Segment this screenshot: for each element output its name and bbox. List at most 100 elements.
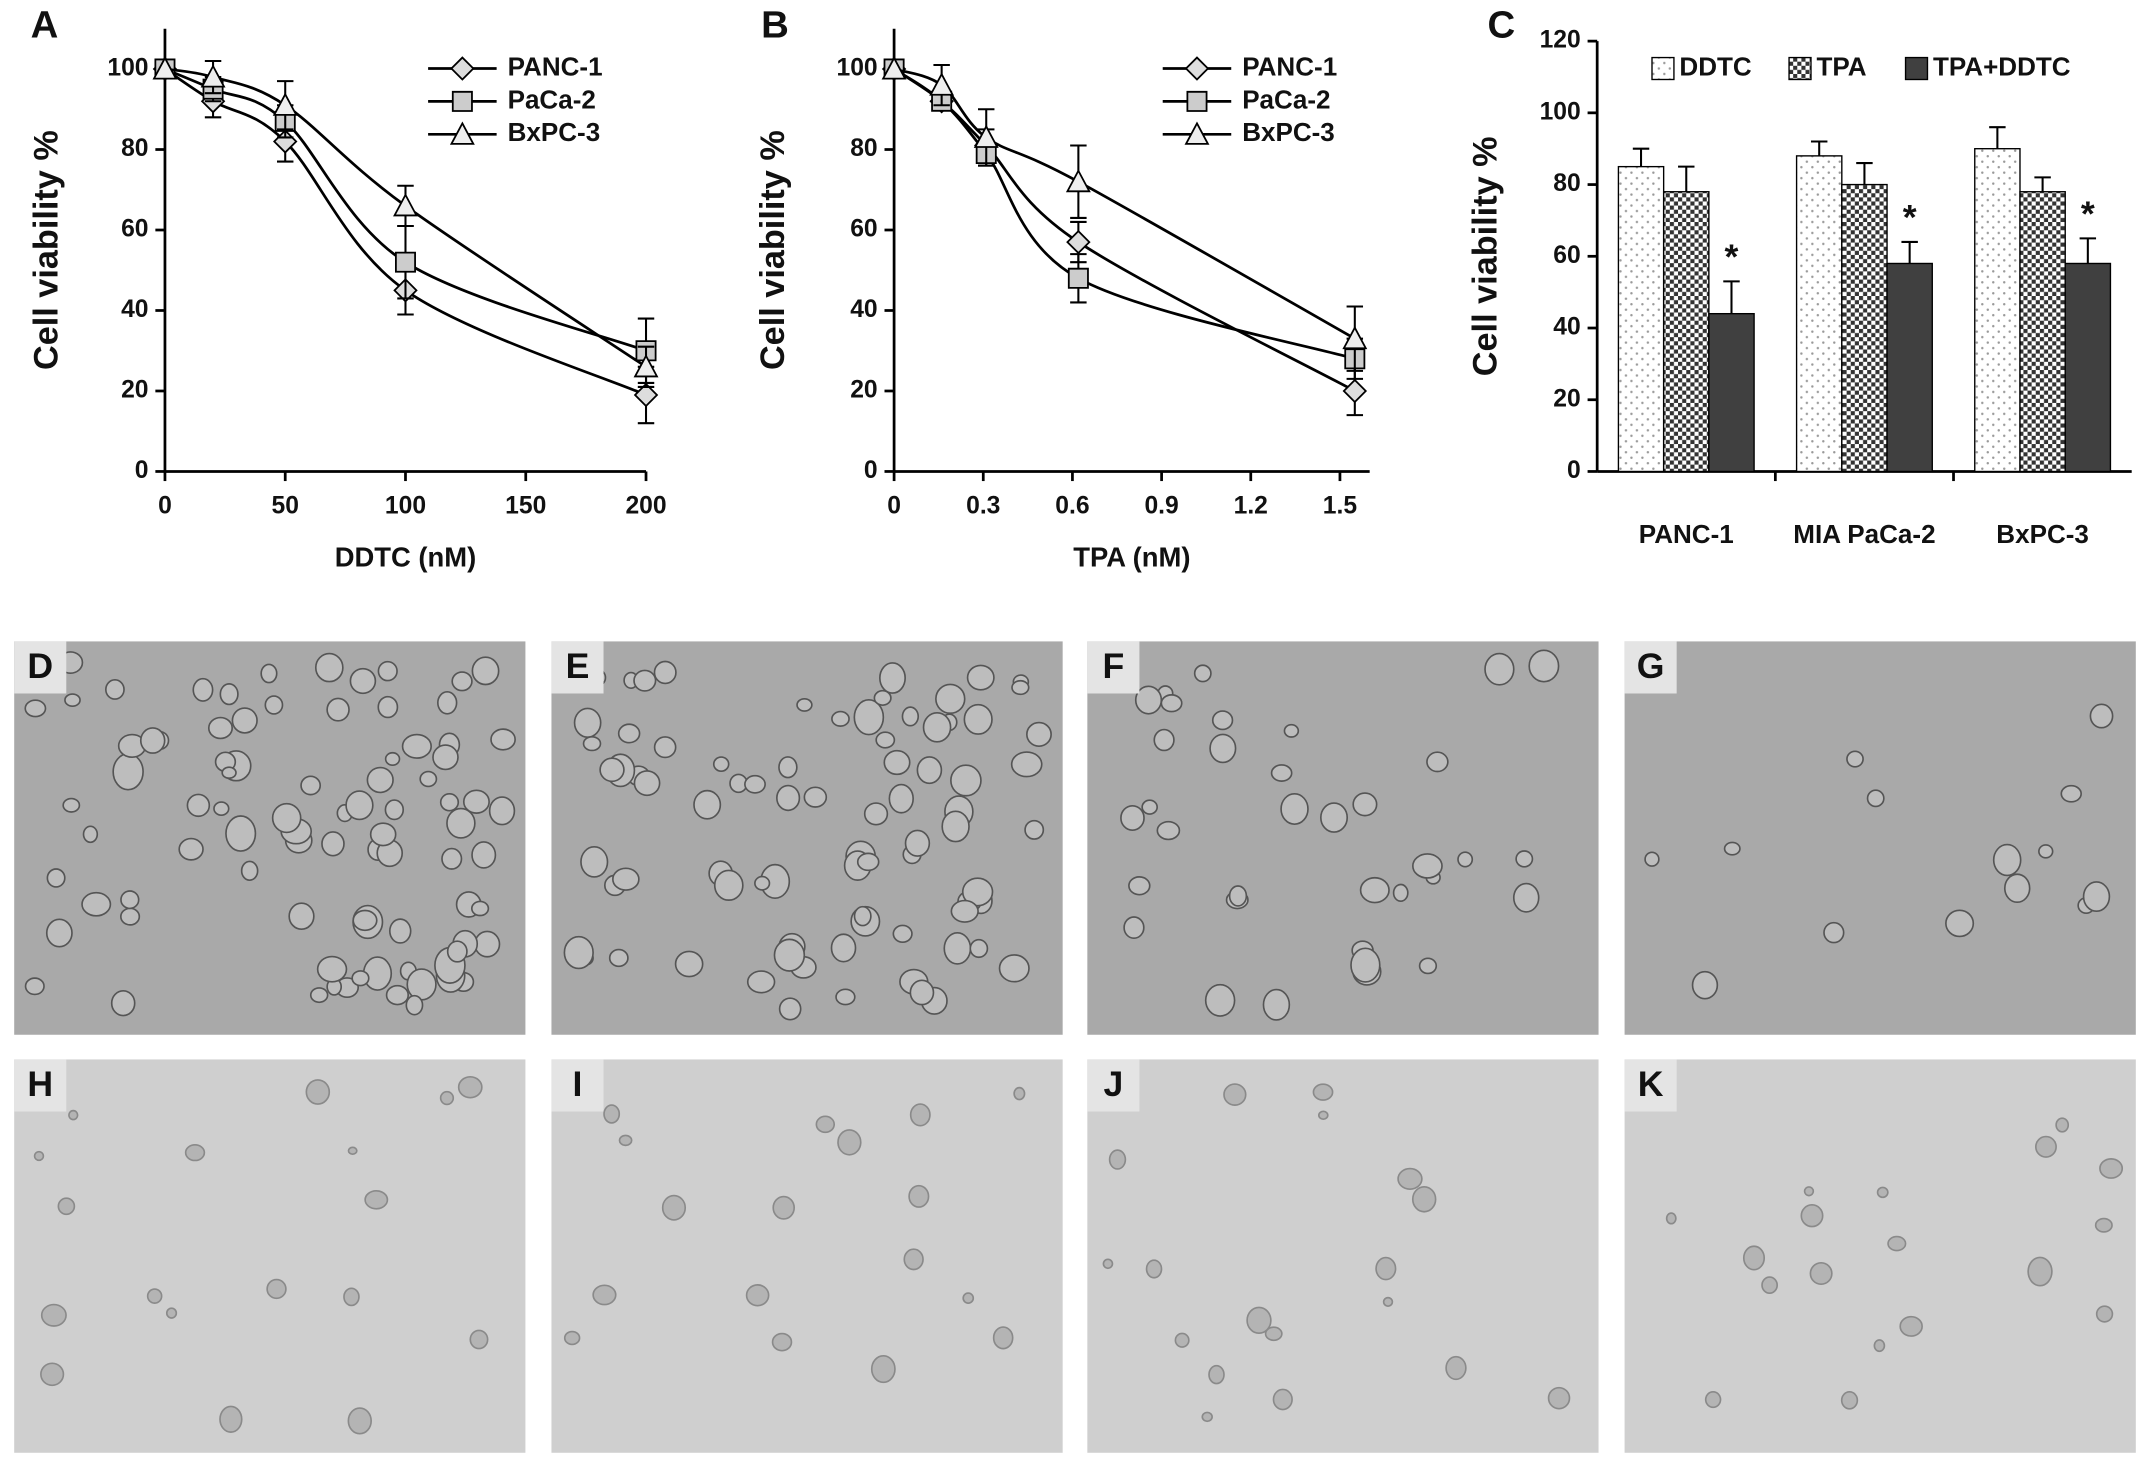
- cell: [260, 663, 278, 684]
- micrograph-background: [551, 1059, 1063, 1453]
- cell: [837, 1129, 862, 1156]
- cell: [1899, 1315, 1923, 1337]
- data-point: [929, 72, 955, 96]
- cell: [1174, 1332, 1190, 1348]
- cell: [1375, 1256, 1397, 1281]
- y-axis-label: Cell viability %: [754, 130, 792, 370]
- y-tick-label: 100: [1540, 98, 1581, 125]
- data-point: [395, 251, 416, 273]
- cell: [903, 1248, 924, 1271]
- cell: [366, 766, 394, 794]
- cell: [754, 875, 771, 891]
- cell: [875, 731, 896, 749]
- cell: [1141, 799, 1158, 815]
- panel-label: E: [566, 646, 590, 686]
- cell: [853, 905, 872, 927]
- significance-mark: *: [1725, 237, 1739, 277]
- cell: [384, 799, 405, 821]
- cell: [969, 938, 989, 959]
- y-tick-label: 20: [121, 376, 148, 403]
- panel-label-box: [551, 641, 604, 694]
- cell: [388, 918, 412, 944]
- panel-label: C: [1488, 4, 1516, 47]
- legend-swatch: [1788, 56, 1812, 81]
- cell: [178, 837, 204, 861]
- y-axis-label: Cell viability %: [28, 130, 66, 370]
- panel-label: F: [1102, 646, 1124, 686]
- cell: [771, 1332, 793, 1352]
- cell: [2003, 873, 2031, 904]
- cell: [488, 796, 516, 826]
- cell: [592, 1284, 617, 1306]
- legend-label: BxPC-3: [1242, 117, 1335, 147]
- cell: [490, 728, 516, 751]
- cell: [57, 1197, 76, 1216]
- cell: [1280, 792, 1309, 825]
- micrograph: H: [14, 1059, 526, 1453]
- cell: [1228, 885, 1248, 907]
- cell: [471, 656, 500, 686]
- cell: [352, 909, 378, 932]
- panel-label-box: [551, 1059, 604, 1112]
- micrograph: D: [14, 641, 526, 1035]
- bar: [1708, 312, 1755, 473]
- error-bar: [2079, 237, 2097, 264]
- y-tick-label: 80: [121, 135, 148, 162]
- micrograph: K: [1624, 1059, 2136, 1453]
- data-point: [1067, 267, 1089, 289]
- data-point: [1342, 378, 1368, 404]
- cell: [815, 1115, 836, 1134]
- cell: [908, 1184, 930, 1208]
- legend-label: PANC-1: [508, 51, 603, 81]
- x-tick-label: 0: [887, 493, 901, 520]
- x-tick-label: 150: [505, 493, 546, 520]
- cell: [618, 1134, 633, 1147]
- legend-label: PaCa-2: [508, 84, 596, 114]
- cell: [1134, 685, 1163, 715]
- cell: [1382, 1296, 1394, 1307]
- cell: [1803, 1186, 1815, 1197]
- cell: [1024, 819, 1045, 840]
- legend-marker: [1184, 121, 1210, 145]
- cell: [1866, 789, 1885, 808]
- cell: [207, 716, 234, 740]
- cell: [1359, 876, 1390, 904]
- data-point: [393, 192, 418, 217]
- panel-label: A: [31, 4, 59, 47]
- cell: [1418, 957, 1438, 975]
- cell: [1211, 710, 1234, 731]
- panel-label: D: [27, 646, 53, 686]
- cell: [909, 1103, 931, 1127]
- panel-label: H: [27, 1064, 53, 1104]
- cell: [1887, 1235, 1907, 1252]
- micrograph: F: [1087, 641, 1599, 1035]
- cell: [2094, 1217, 2113, 1233]
- cell: [1691, 970, 1719, 1000]
- legend-label: TPA+DDTC: [1933, 51, 2071, 81]
- cell: [2089, 703, 2114, 729]
- micrograph: E: [551, 641, 1063, 1035]
- cell: [901, 706, 920, 727]
- data-point: [633, 382, 659, 408]
- error-bar: [1632, 147, 1650, 167]
- x-tick-label: PANC-1: [1639, 519, 1734, 549]
- y-tick-label: 60: [850, 216, 877, 243]
- cell: [343, 1287, 360, 1307]
- cell: [966, 664, 995, 691]
- error-bar: [1856, 162, 1873, 185]
- y-tick-label: 60: [1553, 242, 1580, 269]
- y-tick-label: 80: [1553, 170, 1580, 197]
- legend-marker: [451, 90, 473, 112]
- cell: [184, 1144, 206, 1162]
- cell: [321, 831, 345, 857]
- x-tick-label: 0.3: [966, 493, 1000, 520]
- cell: [962, 1292, 975, 1304]
- legend-marker: [1184, 56, 1210, 81]
- cell: [1108, 1149, 1127, 1170]
- legend-marker: [449, 121, 475, 145]
- cell: [40, 1303, 67, 1327]
- cell: [432, 744, 459, 771]
- cell: [1704, 1391, 1722, 1409]
- cell: [772, 1195, 795, 1220]
- cell: [316, 955, 348, 983]
